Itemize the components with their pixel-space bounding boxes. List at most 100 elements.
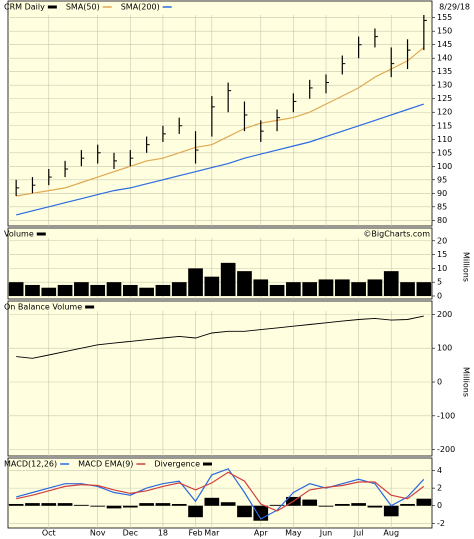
x-tick-label: Dec bbox=[123, 529, 138, 538]
y-tick-label: 0 bbox=[437, 292, 442, 301]
volume-bar bbox=[8, 282, 24, 296]
volume-bar bbox=[253, 279, 269, 296]
divergence-bar bbox=[139, 503, 154, 506]
y-tick-label: 145 bbox=[437, 40, 452, 49]
volume-bar bbox=[155, 284, 171, 296]
x-tick-label: Feb bbox=[188, 529, 202, 538]
volume-bar bbox=[286, 282, 301, 296]
divergence-bar bbox=[8, 503, 24, 506]
divergence-bar bbox=[106, 505, 122, 509]
volume-bar bbox=[416, 282, 432, 296]
volume-bar bbox=[318, 279, 334, 296]
y-tick-label: 155 bbox=[437, 13, 452, 22]
legend-label: On Balance Volume bbox=[4, 303, 82, 312]
y-tick-label: -100 bbox=[437, 411, 455, 420]
divergence-bar bbox=[334, 503, 350, 506]
legend-label: MACD EMA(9) bbox=[78, 460, 133, 469]
divergence-bar bbox=[155, 503, 171, 506]
divergence-bar bbox=[367, 505, 383, 508]
volume-bar bbox=[139, 287, 154, 296]
divergence-bar bbox=[204, 497, 220, 506]
volume-bar bbox=[171, 282, 187, 296]
y-tick-label: 95 bbox=[437, 175, 447, 184]
y-tick-label: 90 bbox=[437, 189, 447, 198]
date-label: 8/29/18 bbox=[439, 3, 470, 12]
line-series bbox=[16, 471, 425, 512]
divergence-bar bbox=[269, 504, 285, 506]
divergence-bar bbox=[171, 503, 187, 506]
divergence-bar bbox=[41, 503, 57, 506]
x-tick-label: Oct bbox=[42, 529, 56, 538]
y-tick-label: 140 bbox=[437, 54, 452, 63]
y-tick-label: 100 bbox=[437, 162, 452, 171]
divergence-bar bbox=[237, 505, 252, 518]
x-tick-label: 18 bbox=[158, 529, 168, 538]
y-tick-label: 100 bbox=[437, 344, 452, 353]
divergence-bar bbox=[302, 499, 318, 506]
volume-bar bbox=[57, 284, 73, 296]
y-tick-label: 0 bbox=[437, 501, 442, 510]
volume-bar bbox=[237, 271, 252, 296]
volume-bar bbox=[106, 282, 122, 296]
y-axis-label: Millions bbox=[462, 252, 471, 282]
y-tick-label: 10 bbox=[437, 264, 447, 273]
y-tick-label: 0 bbox=[437, 378, 442, 387]
divergence-bar bbox=[188, 505, 203, 518]
panel bbox=[7, 457, 433, 529]
x-tick-label: Jun bbox=[319, 529, 333, 538]
y-tick-label: 110 bbox=[437, 135, 452, 144]
x-tick-label: Aug bbox=[383, 529, 399, 538]
volume-bar bbox=[334, 279, 350, 296]
panel bbox=[7, 0, 433, 227]
volume-bar bbox=[351, 282, 366, 296]
y-tick-label: 85 bbox=[437, 202, 447, 211]
panel bbox=[7, 300, 433, 457]
y-tick-label: 120 bbox=[437, 108, 452, 117]
legend-label: Volume bbox=[4, 230, 34, 239]
x-tick-label: May bbox=[285, 529, 302, 538]
volume-bar bbox=[25, 284, 40, 296]
volume-bar bbox=[122, 284, 138, 296]
divergence-bar bbox=[220, 502, 236, 506]
y-tick-label: 80 bbox=[437, 216, 447, 225]
y-tick-label: 135 bbox=[437, 67, 452, 76]
credit: ©BigCharts.com bbox=[363, 230, 430, 239]
y-tick-label: 130 bbox=[437, 81, 452, 90]
volume-bar bbox=[367, 279, 383, 296]
x-tick-label: Nov bbox=[90, 529, 106, 538]
y-axis-label: Millions bbox=[462, 367, 471, 397]
x-tick-label: Apr bbox=[254, 529, 269, 538]
legend-label: MACD(12,26) bbox=[4, 460, 57, 469]
divergence-bar bbox=[383, 505, 399, 517]
volume-bar bbox=[74, 282, 89, 296]
y-tick-label: 150 bbox=[437, 27, 452, 36]
divergence-bar bbox=[90, 505, 106, 507]
volume-bar bbox=[90, 284, 106, 296]
x-tick-label: Jul bbox=[353, 529, 364, 538]
legend-label: SMA(200) bbox=[121, 3, 160, 12]
volume-bar bbox=[269, 284, 285, 296]
line-series bbox=[16, 103, 424, 216]
divergence-bar bbox=[74, 504, 89, 506]
volume-bar bbox=[188, 268, 203, 296]
line-series bbox=[16, 46, 425, 197]
legend-label: SMA(50) bbox=[66, 3, 100, 12]
y-tick-label: 20 bbox=[437, 236, 447, 245]
volume-bar bbox=[220, 262, 236, 296]
legend-label: CRM Daily bbox=[4, 3, 45, 12]
divergence-bar bbox=[416, 498, 432, 506]
divergence-bar bbox=[57, 503, 73, 506]
y-tick-label: 125 bbox=[437, 94, 452, 103]
divergence-bar bbox=[351, 503, 366, 506]
legend-label: Divergence bbox=[154, 460, 200, 469]
y-tick-label: -200 bbox=[437, 445, 455, 454]
divergence-bar bbox=[25, 503, 40, 506]
volume-bar bbox=[400, 282, 415, 296]
y-tick-label: 2 bbox=[437, 484, 442, 493]
volume-bar bbox=[383, 271, 399, 296]
y-tick-label: 4 bbox=[437, 466, 442, 475]
y-tick-label: 5 bbox=[437, 278, 442, 287]
divergence-bar bbox=[318, 505, 334, 507]
divergence-bar bbox=[122, 505, 138, 508]
